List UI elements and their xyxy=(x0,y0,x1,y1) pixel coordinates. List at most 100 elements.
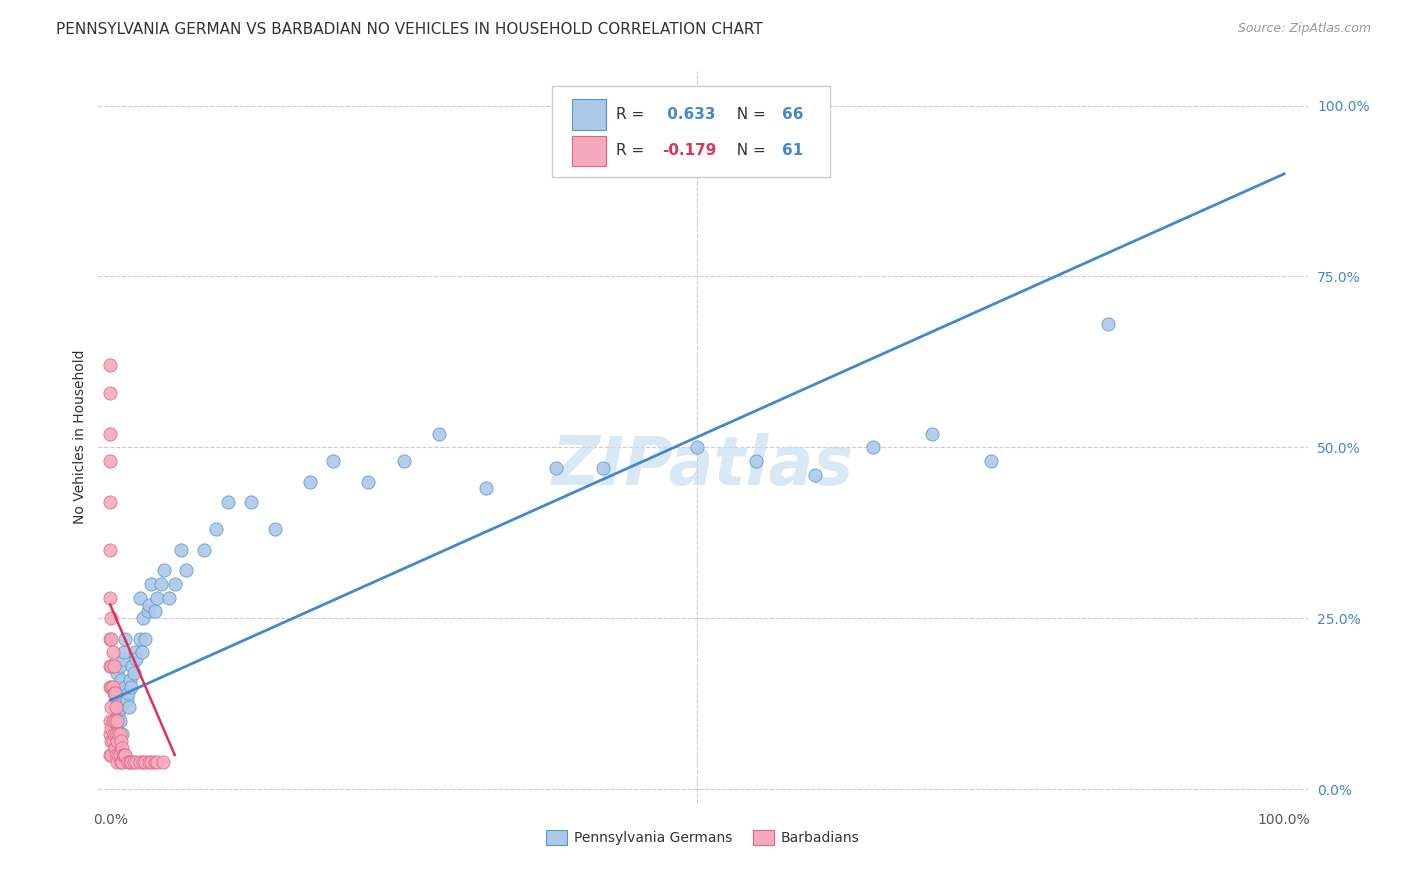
Point xyxy=(111,755,134,769)
Point xyxy=(105,755,128,769)
Point xyxy=(104,714,127,728)
Point xyxy=(100,734,122,748)
Point xyxy=(115,693,138,707)
Point xyxy=(105,693,128,707)
Point xyxy=(125,755,148,769)
Point xyxy=(128,632,150,646)
Point xyxy=(104,680,127,694)
Point xyxy=(105,714,128,728)
Point xyxy=(357,475,380,489)
Bar xyxy=(572,99,606,130)
Point xyxy=(146,591,169,605)
Point xyxy=(146,755,169,769)
Point xyxy=(110,673,132,687)
Point xyxy=(141,755,163,769)
Point xyxy=(862,440,884,454)
Point xyxy=(686,440,709,454)
Point xyxy=(193,542,215,557)
Point xyxy=(120,755,142,769)
Point xyxy=(98,359,121,373)
Point xyxy=(108,714,131,728)
Point xyxy=(107,747,129,762)
Point xyxy=(100,700,122,714)
Point xyxy=(112,747,135,762)
Point xyxy=(117,686,139,700)
Point xyxy=(101,645,124,659)
Point xyxy=(104,741,127,756)
Point xyxy=(143,604,166,618)
Point xyxy=(105,747,128,762)
Text: R =: R = xyxy=(616,107,650,122)
Point xyxy=(98,714,121,728)
Point xyxy=(1097,318,1119,332)
Point xyxy=(105,734,128,748)
Point xyxy=(125,652,148,666)
Text: 66: 66 xyxy=(782,107,803,122)
Text: PENNSYLVANIA GERMAN VS BARBADIAN NO VEHICLES IN HOUSEHOLD CORRELATION CHART: PENNSYLVANIA GERMAN VS BARBADIAN NO VEHI… xyxy=(56,22,763,37)
Point xyxy=(298,475,321,489)
Point xyxy=(103,686,125,700)
Point xyxy=(114,747,136,762)
Point xyxy=(204,522,226,536)
Point xyxy=(107,727,129,741)
Point xyxy=(118,700,141,714)
Text: N =: N = xyxy=(727,107,770,122)
Text: 61: 61 xyxy=(782,143,803,158)
Text: 0.633: 0.633 xyxy=(662,107,716,122)
Point xyxy=(745,454,768,468)
Point xyxy=(157,591,180,605)
Point xyxy=(124,645,146,659)
Point xyxy=(100,747,122,762)
Point xyxy=(803,467,825,482)
Point xyxy=(263,522,285,536)
Point xyxy=(128,591,150,605)
Legend: Pennsylvania Germans, Barbadians: Pennsylvania Germans, Barbadians xyxy=(541,825,865,851)
Point xyxy=(152,755,174,769)
Point xyxy=(98,591,121,605)
Point xyxy=(117,755,139,769)
Point xyxy=(134,755,156,769)
Point xyxy=(105,727,128,741)
Point xyxy=(128,755,150,769)
Point xyxy=(134,632,156,646)
Point xyxy=(98,495,121,509)
Bar xyxy=(572,136,606,167)
Point xyxy=(122,755,145,769)
Point xyxy=(103,659,125,673)
Point xyxy=(105,714,128,728)
Point xyxy=(108,747,131,762)
Point xyxy=(101,714,124,728)
Point xyxy=(475,481,498,495)
Point xyxy=(107,706,129,721)
Point xyxy=(111,686,134,700)
Point xyxy=(122,665,145,680)
Point xyxy=(322,454,344,468)
Point xyxy=(112,645,135,659)
Point xyxy=(100,632,122,646)
Text: -0.179: -0.179 xyxy=(662,143,716,158)
Point xyxy=(176,563,198,577)
Point xyxy=(98,385,121,400)
Text: Source: ZipAtlas.com: Source: ZipAtlas.com xyxy=(1237,22,1371,36)
Point xyxy=(98,632,121,646)
Point xyxy=(103,727,125,741)
Point xyxy=(100,611,122,625)
Point xyxy=(98,542,121,557)
Point xyxy=(114,632,136,646)
FancyBboxPatch shape xyxy=(551,86,830,178)
Point xyxy=(546,460,568,475)
Point xyxy=(101,747,124,762)
Point xyxy=(141,577,163,591)
Point xyxy=(100,659,122,673)
Point xyxy=(110,734,132,748)
Point xyxy=(100,721,122,735)
Point xyxy=(120,755,142,769)
Point xyxy=(105,721,128,735)
Point xyxy=(136,604,159,618)
Point xyxy=(149,577,172,591)
Point xyxy=(112,693,135,707)
Point xyxy=(98,454,121,468)
Point xyxy=(104,734,127,748)
Point xyxy=(104,686,127,700)
Point xyxy=(107,686,129,700)
